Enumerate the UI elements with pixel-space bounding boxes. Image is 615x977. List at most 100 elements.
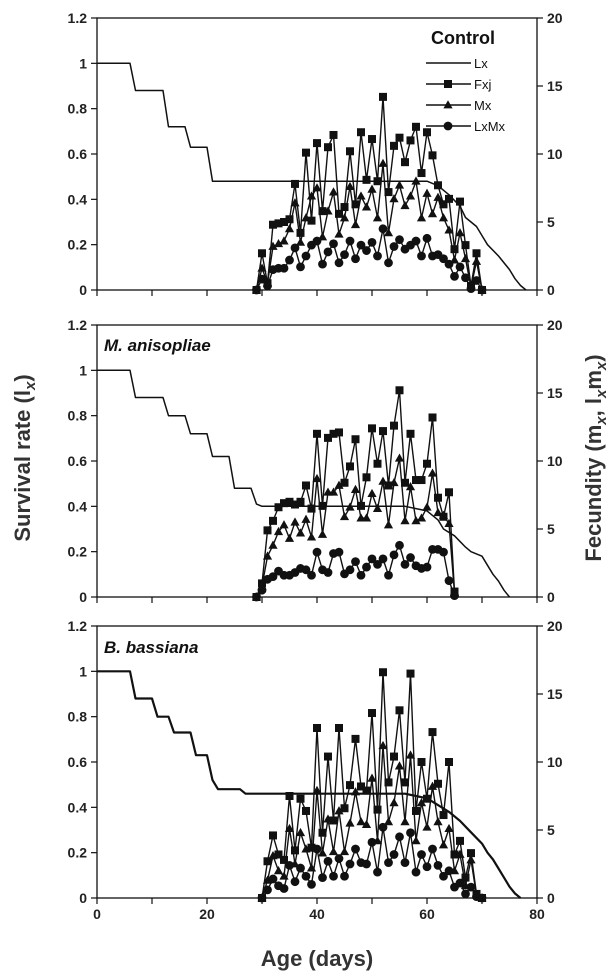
legend-items: Lx Fxj Mx LxMx [426,56,506,134]
data-point-lxmx [356,240,366,250]
data-point-fxj [417,169,426,178]
data-point-mx [378,158,388,167]
data-point-lxmx [307,880,316,889]
data-point-lxmx [268,572,278,581]
data-point-fxj [379,668,387,677]
data-point-fxj [368,424,376,433]
data-point-fxj [461,241,470,250]
data-point-fxj [423,794,431,803]
data-point-lxmx [373,559,382,569]
data-point-lxmx [400,858,410,868]
data-point-lxmx [389,550,399,560]
data-point-fxj [307,843,316,852]
y-tick-label-left: 1.2 [68,10,88,26]
data-point-lxmx [406,553,415,562]
data-point-fxj [395,706,404,715]
data-point-mx [339,846,350,856]
y-tick-label-left: 0.8 [68,408,88,424]
data-point-mx [427,468,438,477]
data-point-mx [262,551,273,560]
data-point-mx [378,476,388,485]
data-point-fxj [313,139,321,148]
data-point-fxj [346,462,354,471]
y-tick-label-right: 5 [547,822,555,838]
data-point-mx [416,798,427,807]
panel-m-anisopliae: 0 0.2 0.4 0.6 0.8 1 1.2 0 5 10 15 20 M. anisopliae [68,317,563,605]
data-point-lxmx [323,247,333,257]
data-point-lxmx [373,867,382,877]
data-point-lxmx [439,547,448,557]
data-point-lxmx [318,259,327,269]
series-line-lx [97,369,511,598]
data-point-mx [317,529,328,538]
data-point-mx [301,844,311,853]
data-point-mx [350,219,361,229]
data-point-fxj [285,792,294,800]
y-tick-label-left: 1 [79,55,87,71]
data-point-lxmx [312,844,322,854]
data-point-lxmx [433,860,443,870]
data-point-mx [312,183,322,192]
data-point-lxmx [384,570,393,580]
data-point-mx [268,241,278,250]
x-tick-label: 80 [529,906,545,922]
data-point-fxj [296,794,305,803]
data-point-lxmx [351,844,360,854]
y-tick-label-left: 1.2 [68,618,88,634]
data-point-lxmx [345,859,355,869]
data-point-fxj [340,203,349,212]
data-point-lxmx [329,871,338,881]
data-point-fxj [302,481,310,490]
data-point-fxj [450,245,459,254]
data-point-fxj [412,806,420,815]
data-point-fxj [291,500,299,509]
data-point-mx [345,181,355,191]
y-tick-label-right: 15 [547,686,563,702]
series-line-lx [97,670,522,899]
data-point-mx [411,516,421,525]
data-point-fxj [379,92,387,101]
data-point-mx [301,514,311,523]
data-point-mx [400,200,410,210]
data-point-lxmx [384,258,393,268]
data-point-fxj [461,873,470,882]
data-point-fxj [329,429,338,438]
legend-marker-mx [443,100,453,109]
data-point-fxj [269,220,277,229]
data-point-fxj [335,209,343,218]
data-point-fxj [395,133,404,142]
data-point-mx [306,532,317,541]
data-point-mx [460,253,471,263]
data-point-fxj [472,249,481,258]
data-point-fxj [428,413,437,422]
data-point-lxmx [466,284,476,294]
data-point-fxj [307,504,316,513]
y-tick-label-left: 0.8 [68,101,88,117]
data-point-fxj [313,429,321,438]
data-point-lxmx [334,854,344,863]
data-point-fxj [280,855,288,864]
y-tick-label-right: 10 [547,754,563,770]
data-point-mx [361,819,372,828]
legend-label-lxmx: LxMx [474,119,506,134]
data-point-mx [383,228,394,237]
data-point-lxmx [384,858,393,868]
data-point-fxj [296,497,305,506]
data-point-mx [400,516,410,525]
panel-b-bassiana: 0 0.2 0.4 0.6 0.8 1 1.2 0 5 10 15 20 0 20 40 60 80 B. ba… [68,618,563,922]
data-point-lxmx [351,254,360,264]
data-point-fxj [434,493,442,502]
data-point-lxmx [323,568,333,577]
legend-marker-fxj [444,80,452,88]
data-point-mx [334,806,344,815]
data-point-fxj [450,850,459,859]
data-point-lxmx [356,570,366,580]
y-tick-label-right: 20 [547,618,563,634]
data-point-lxmx [252,592,261,602]
axis-ticks: 0 0.2 0.4 0.6 0.8 1 1.2 0 5 10 15 20 [68,10,563,298]
data-point-fxj [274,850,283,859]
data-point-fxj [340,804,349,813]
data-point-mx [405,750,416,759]
y-axis-label-right: Fecundity (mx, lxmx) [581,354,610,561]
data-point-fxj [412,476,420,485]
